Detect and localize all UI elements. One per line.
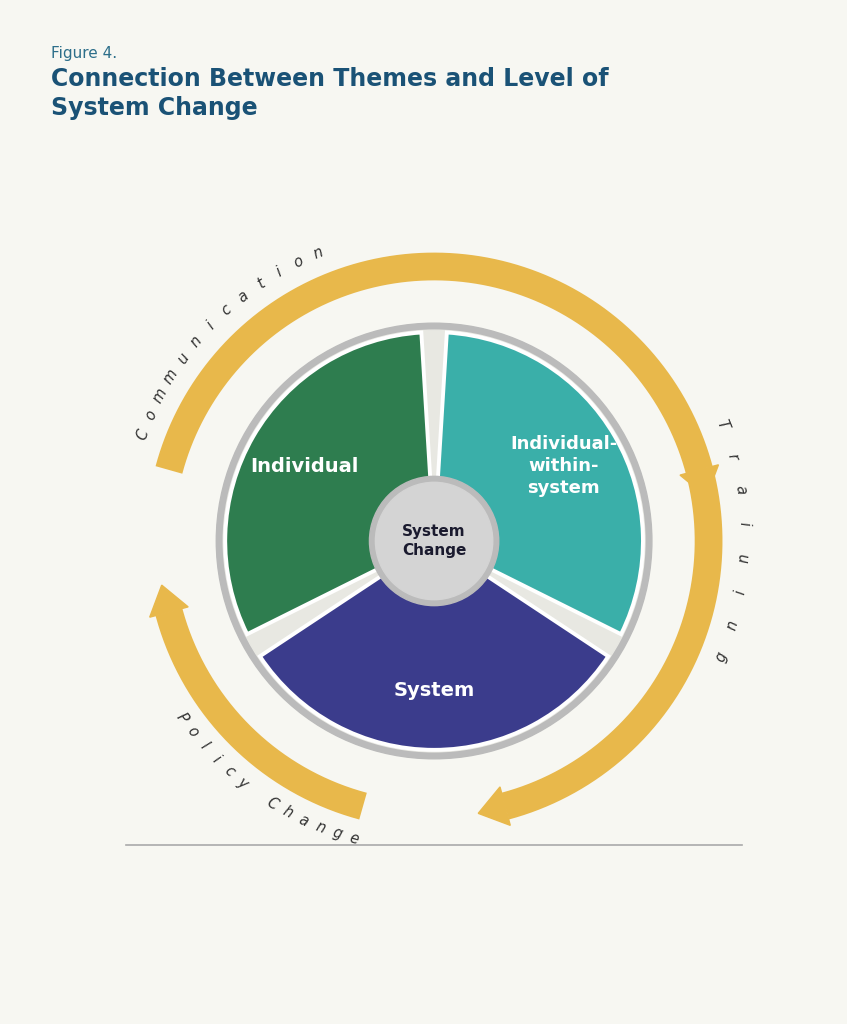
Text: u: u [174, 350, 191, 367]
Text: Connection Between Themes and Level of
System Change: Connection Between Themes and Level of S… [51, 67, 608, 120]
Text: o: o [142, 408, 159, 422]
Text: c: c [219, 302, 235, 318]
Wedge shape [225, 333, 430, 634]
Text: Individual: Individual [250, 457, 358, 475]
Polygon shape [479, 786, 510, 825]
Text: o: o [184, 724, 201, 740]
Text: i: i [274, 265, 285, 280]
Text: T: T [713, 418, 730, 432]
Text: n: n [311, 245, 325, 262]
Text: P: P [173, 710, 191, 726]
Text: r: r [725, 452, 741, 462]
Text: C: C [134, 427, 152, 442]
Text: i: i [209, 753, 223, 766]
Circle shape [216, 324, 652, 759]
Text: a: a [732, 484, 749, 496]
Text: y: y [235, 774, 251, 792]
Wedge shape [438, 333, 643, 634]
Text: t: t [254, 275, 267, 292]
Wedge shape [260, 573, 608, 750]
Text: c: c [221, 763, 237, 779]
Text: n: n [724, 618, 741, 632]
Text: a: a [235, 288, 252, 305]
Circle shape [369, 476, 499, 605]
Text: System: System [394, 681, 474, 700]
Text: m: m [161, 367, 181, 387]
Text: System
Change: System Change [401, 523, 467, 558]
Text: a: a [296, 812, 311, 829]
Text: g: g [713, 650, 730, 665]
Circle shape [224, 330, 645, 752]
Text: n: n [736, 553, 751, 563]
Text: g: g [330, 825, 344, 842]
Polygon shape [150, 585, 188, 617]
Text: i: i [733, 589, 748, 595]
Text: o: o [291, 253, 306, 270]
Text: l: l [197, 739, 211, 753]
Text: Figure 4.: Figure 4. [51, 46, 117, 61]
Text: h: h [280, 804, 296, 821]
Text: m: m [150, 385, 170, 406]
Text: n: n [188, 333, 205, 350]
Text: C: C [264, 795, 280, 812]
Text: i: i [204, 318, 218, 332]
Circle shape [375, 482, 493, 600]
Polygon shape [680, 465, 718, 497]
Text: Individual-
within-
system: Individual- within- system [510, 435, 617, 498]
Text: n: n [313, 819, 327, 837]
Text: e: e [348, 830, 361, 847]
Text: i: i [736, 521, 751, 526]
